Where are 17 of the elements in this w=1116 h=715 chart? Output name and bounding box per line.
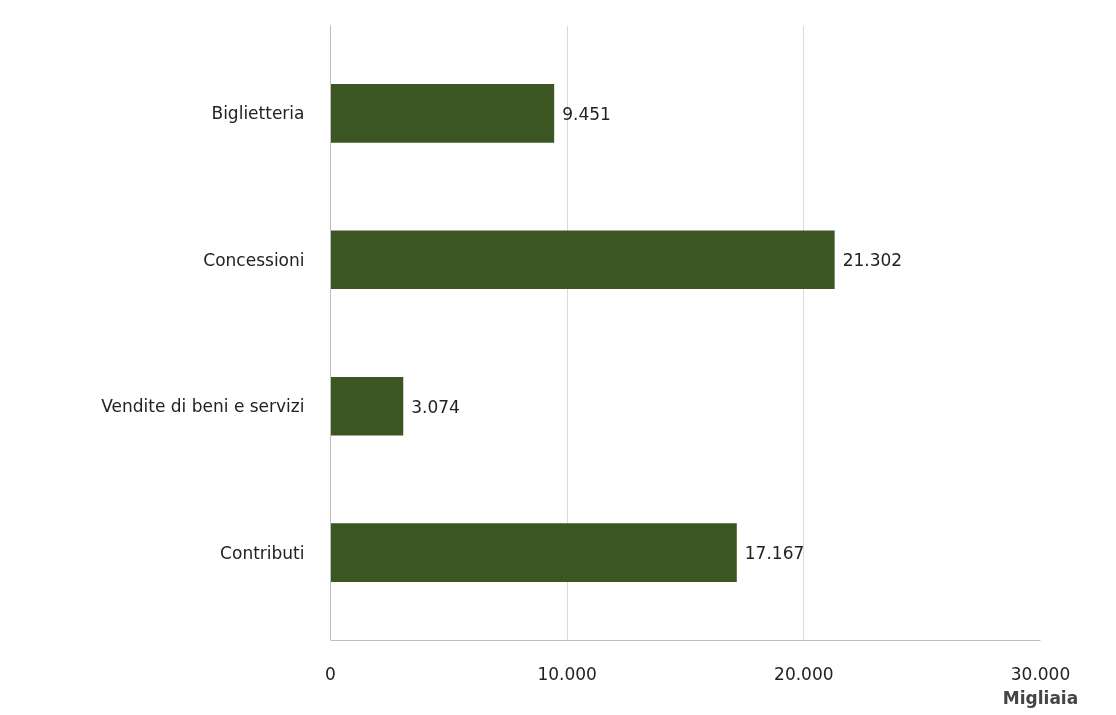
bar — [330, 230, 835, 290]
bar — [330, 376, 404, 436]
x-tick-label: 10.000 — [537, 663, 597, 684]
y-tick-label: Concessioni — [203, 249, 305, 270]
y-tick-label: Vendite di beni e servizi — [101, 396, 305, 417]
x-tick-label: 0 — [325, 663, 336, 684]
data-label: 17.167 — [744, 543, 805, 564]
x-tick-label: 20.000 — [774, 663, 834, 684]
bar — [330, 84, 555, 143]
data-label: 9.451 — [562, 103, 611, 124]
x-tick-label: 30.000 — [1010, 663, 1071, 684]
x-axis-title: Migliaia — [1002, 687, 1079, 708]
data-label: 21.302 — [842, 250, 903, 271]
y-tick-label: Biglietteria — [211, 103, 305, 124]
y-tick-label: Contributi — [220, 542, 305, 563]
bar — [330, 523, 737, 582]
data-label: 3.074 — [411, 396, 460, 417]
